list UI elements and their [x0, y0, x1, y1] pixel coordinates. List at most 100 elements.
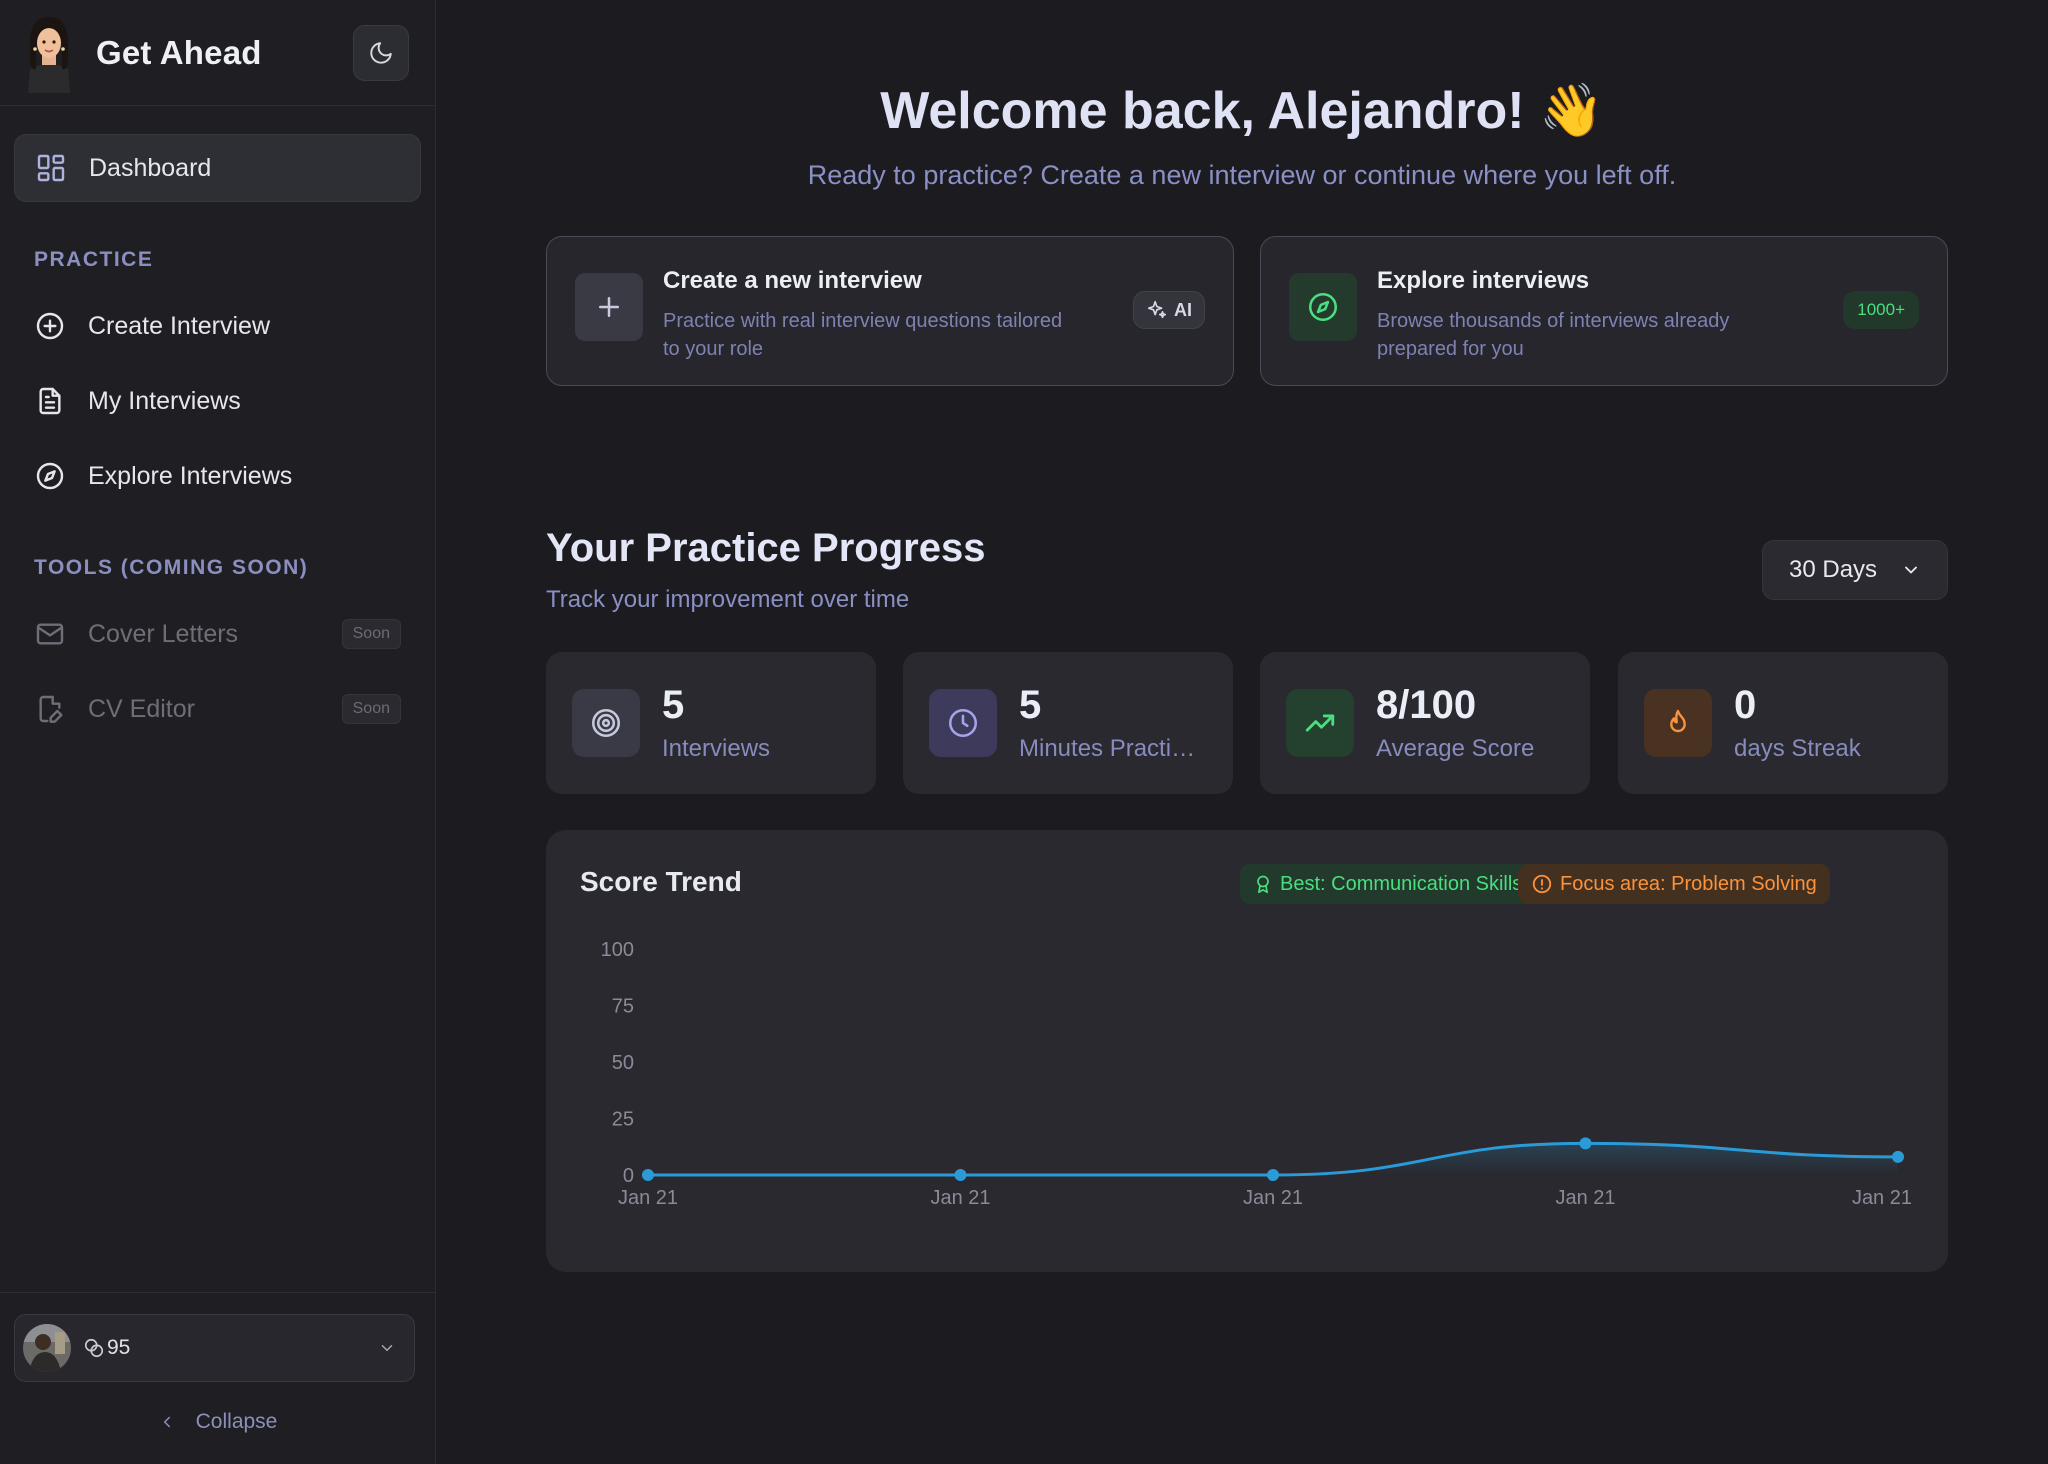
compass-icon	[34, 460, 66, 492]
y-tick-label: 75	[612, 996, 634, 1018]
award-icon	[1257, 875, 1269, 894]
sidebar-item-dashboard[interactable]: Dashboard	[14, 134, 421, 202]
create-card-description: Practice with real interview questions t…	[663, 307, 1133, 363]
data-point[interactable]	[954, 1169, 967, 1181]
flame-icon	[1644, 689, 1712, 757]
stat-card-average-score: 8/100 Average Score	[1260, 652, 1590, 794]
data-point[interactable]	[1267, 1169, 1279, 1181]
coins-icon	[83, 1337, 105, 1359]
chart-title: Score Trend	[580, 866, 742, 897]
stat-value: 5	[1019, 683, 1042, 727]
mail-icon	[34, 618, 66, 650]
stat-text: 5 Minutes Practiced	[1019, 683, 1207, 763]
stat-label: Minutes Practiced	[1019, 735, 1207, 762]
stat-card-minutes: 5 Minutes Practiced	[903, 652, 1233, 794]
stat-value: 8/100	[1376, 683, 1477, 727]
stat-text: 8/100 Average Score	[1376, 683, 1534, 763]
x-tick-label: Jan 21	[1243, 1187, 1303, 1209]
target-icon	[572, 689, 640, 757]
welcome-heading: Welcome back, Alejandro! 👋	[880, 82, 1604, 140]
focus-area-label: Focus area: Problem Solving	[1560, 872, 1817, 895]
explore-card-desc-line: Browse thousands of interviews already	[1377, 310, 1730, 332]
alert-circle-icon	[1532, 874, 1552, 894]
best-skill-label: Best: Communication Skills	[1280, 872, 1523, 895]
brand-header: Get Ahead	[0, 0, 435, 106]
stat-text: 5 Interviews	[662, 683, 770, 763]
plus-icon	[575, 273, 643, 341]
sidebar-item-label: Dashboard	[89, 153, 212, 182]
main-content: Welcome back, Alejandro! 👋 Ready to prac…	[436, 0, 2048, 1464]
score-trend-card: Score Trend Best: Communication Skills F…	[546, 830, 1948, 1272]
explore-card-description: Browse thousands of interviews already p…	[1377, 307, 1843, 363]
user-avatar	[23, 1324, 71, 1372]
score-trend-chart: 0 25 50 75 100 Jan 21 Jan 21 Jan 21 Jan 21 Jan 21	[601, 939, 1912, 1209]
ai-badge: AI	[1133, 291, 1205, 329]
collapse-label: Collapse	[195, 1410, 278, 1433]
sidebar-nav: Dashboard PRACTICE Create Interview My I…	[0, 106, 435, 743]
sidebar-item-label: My Interviews	[88, 386, 241, 415]
soon-badge: Soon	[341, 619, 401, 649]
moon-icon	[370, 41, 392, 64]
stat-label: Interviews	[662, 735, 771, 762]
ai-badge-label: AI	[1174, 299, 1192, 320]
dashboard-grid-icon	[35, 152, 67, 184]
section-title-tools: TOOLS (COMING SOON)	[34, 556, 309, 579]
stat-label: days Streak	[1734, 735, 1861, 762]
sidebar-item-label: CV Editor	[88, 694, 195, 723]
explore-card-text: Explore interviews Browse thousands of i…	[1377, 267, 1843, 363]
interview-count-badge: 1000+	[1843, 291, 1919, 329]
clock-icon	[929, 689, 997, 757]
sidebar-item-my-interviews[interactable]: My Interviews	[14, 367, 421, 435]
create-interview-card[interactable]: Create a new interview Practice with rea…	[546, 236, 1234, 386]
sidebar-item-cv-editor[interactable]: CV Editor Soon	[14, 675, 421, 743]
explore-card-title: Explore interviews	[1377, 267, 1590, 294]
create-card-desc-line: to your role	[663, 338, 764, 360]
explore-interviews-card[interactable]: Explore interviews Browse thousands of i…	[1260, 236, 1948, 386]
trending-up-icon	[1286, 689, 1354, 757]
sidebar-item-label: Cover Letters	[88, 619, 239, 648]
stat-label: Average Score	[1376, 735, 1535, 762]
stat-value: 5	[662, 683, 685, 727]
brand-avatar-icon	[22, 13, 76, 93]
y-tick-label: 50	[612, 1052, 634, 1074]
focus-area-chip: Focus area: Problem Solving	[1518, 864, 1830, 904]
x-tick-label: Jan 21	[618, 1187, 678, 1209]
sidebar-item-create-interview[interactable]: Create Interview	[14, 292, 421, 360]
stat-card-streak: 0 days Streak	[1618, 652, 1948, 794]
create-card-desc-line: Practice with real interview questions t…	[663, 310, 1063, 332]
date-range-select[interactable]: 30 Days	[1762, 540, 1948, 600]
stat-value: 0	[1734, 683, 1757, 727]
stat-text: 0 days Streak	[1734, 683, 1861, 763]
sidebar-item-cover-letters[interactable]: Cover Letters Soon	[14, 600, 421, 668]
file-edit-icon	[34, 693, 66, 725]
sidebar-divider	[0, 1292, 435, 1293]
sparkles-icon	[1147, 300, 1167, 319]
document-icon	[34, 385, 66, 417]
sidebar: Get Ahead Dashboard PRACTICE	[0, 0, 436, 1464]
soon-badge: Soon	[341, 694, 401, 724]
x-tick-label: Jan 21	[1852, 1187, 1912, 1209]
date-range-value: 30 Days	[1789, 556, 1878, 583]
progress-title: Your Practice Progress	[546, 526, 986, 570]
plus-circle-icon	[34, 310, 66, 342]
sidebar-item-explore-interviews[interactable]: Explore Interviews	[14, 442, 421, 510]
data-point[interactable]	[1579, 1137, 1592, 1150]
sidebar-item-label: Explore Interviews	[88, 461, 293, 490]
y-tick-label: 25	[612, 1109, 634, 1131]
data-point[interactable]	[642, 1169, 654, 1181]
section-title-practice: PRACTICE	[34, 248, 154, 271]
data-point[interactable]	[1892, 1150, 1904, 1163]
chevron-down-icon	[381, 1345, 393, 1352]
y-tick-label: 100	[601, 939, 634, 961]
explore-card-desc-line: prepared for you	[1377, 338, 1524, 360]
sidebar-item-label: Create Interview	[88, 311, 271, 340]
chevron-down-icon	[1905, 566, 1917, 574]
create-card-title: Create a new interview	[663, 267, 922, 294]
series-area	[648, 1143, 1898, 1175]
user-menu-button[interactable]: 95	[14, 1314, 415, 1382]
collapse-button[interactable]: Collapse	[0, 1404, 435, 1440]
y-tick-label: 0	[623, 1165, 634, 1187]
stat-card-interviews: 5 Interviews	[546, 652, 876, 794]
theme-toggle-button[interactable]	[353, 24, 409, 81]
